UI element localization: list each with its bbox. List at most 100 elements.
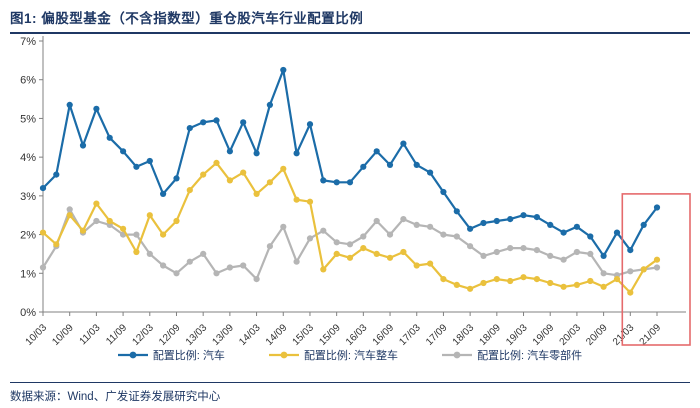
data-point [160, 262, 167, 269]
legend-item-vehicle: 配置比例: 汽车整车 [268, 347, 398, 363]
data-point [533, 214, 541, 221]
data-point [520, 212, 527, 219]
data-point [66, 101, 73, 108]
data-point [600, 252, 607, 259]
data-point [573, 248, 581, 256]
data-point [320, 266, 327, 273]
x-tick-label: 11/09 [104, 322, 129, 347]
page-title: 图1: 偏股型基金（不含指数型）重仓股汽车行业配置比例 [10, 7, 690, 34]
x-tick-label: 20/09 [584, 322, 610, 348]
y-tick-label: 2% [20, 230, 36, 242]
data-point [173, 270, 180, 277]
data-point [186, 125, 193, 132]
legend-line-dot-icon [442, 351, 473, 359]
data-point [200, 250, 207, 257]
data-point [467, 225, 474, 232]
data-point [120, 148, 127, 155]
data-point [493, 248, 500, 256]
data-point [480, 219, 487, 227]
y-tick-label: 7% [20, 36, 36, 48]
x-tick-label: 21/09 [638, 322, 664, 348]
data-point [427, 169, 434, 176]
data-point [453, 281, 460, 288]
legend-line-dot-icon [117, 351, 148, 359]
data-point [280, 223, 287, 230]
data-point [266, 101, 273, 108]
data-point [427, 260, 434, 267]
x-tick-label: 10/03 [24, 322, 50, 348]
data-point [146, 157, 153, 165]
legend-label: 配置比例: 汽车 [152, 350, 225, 362]
data-point [373, 250, 380, 257]
data-point [213, 159, 220, 166]
figure-footer: 数据来源：Wind、广发证券发展研究中心 [10, 382, 690, 404]
data-point [533, 247, 541, 254]
data-point [440, 188, 447, 196]
series-line [42, 68, 658, 257]
data-point [280, 66, 287, 74]
data-point [400, 216, 407, 223]
data-point [493, 217, 500, 225]
data-point [173, 217, 180, 225]
data-point [547, 279, 554, 287]
data-point [453, 233, 460, 240]
data-point [333, 250, 340, 257]
data-point [266, 243, 273, 250]
data-point [320, 227, 327, 234]
x-tick-label: 15/03 [291, 322, 317, 348]
data-point [507, 245, 514, 252]
data-point [39, 264, 47, 271]
x-tick-label: 12/09 [157, 322, 183, 348]
data-point [360, 233, 367, 240]
data-point [413, 262, 420, 269]
data-point [547, 221, 554, 228]
x-tick-label: 10/09 [50, 322, 76, 348]
data-point [360, 245, 367, 252]
data-point [640, 266, 647, 273]
data-point [467, 285, 474, 292]
legend-item-auto: 配置比例: 汽车 [117, 347, 225, 363]
data-point [440, 276, 447, 283]
data-point [106, 134, 113, 141]
data-point [240, 119, 247, 126]
x-tick-label: 18/09 [477, 322, 503, 348]
data-point [226, 177, 233, 184]
data-point [627, 289, 634, 296]
y-tick-label: 5% [20, 113, 36, 125]
x-tick-label: 21/03 [611, 322, 637, 348]
x-tick-label: 18/03 [451, 322, 477, 348]
data-point [253, 190, 260, 197]
x-tick-label: 17/09 [424, 322, 450, 348]
x-tick-label: 13/09 [211, 322, 237, 348]
data-point [120, 225, 127, 232]
y-tick-label: 1% [20, 268, 36, 280]
x-tick-label: 15/09 [317, 322, 343, 348]
data-point [520, 274, 527, 281]
data-point [427, 223, 434, 230]
data-point [346, 254, 354, 261]
highlight-box [621, 193, 691, 346]
source-note: 数据来源：Wind、广发证券发展研究中心 [10, 391, 221, 403]
data-point [39, 229, 47, 236]
data-point [600, 270, 607, 277]
data-point [360, 163, 367, 170]
data-point [333, 239, 340, 246]
data-point [186, 187, 193, 194]
x-tick-label: 14/03 [237, 322, 263, 348]
data-point [653, 204, 661, 211]
y-tick-label: 4% [20, 152, 36, 164]
data-point [507, 277, 514, 285]
data-point [280, 165, 287, 172]
data-point [587, 250, 594, 257]
data-point [333, 179, 340, 186]
data-point [53, 241, 60, 248]
x-tick-label: 17/03 [397, 322, 423, 348]
x-tick-label: 14/09 [264, 322, 290, 348]
x-tick-label: 19/03 [504, 322, 530, 348]
data-point [306, 235, 314, 242]
data-point [440, 231, 447, 238]
data-point [480, 252, 487, 259]
data-point [373, 217, 380, 225]
data-point [226, 148, 233, 155]
